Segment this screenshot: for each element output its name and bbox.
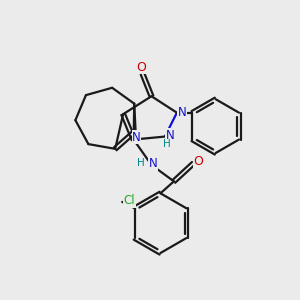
Text: Cl: Cl [123,194,135,207]
Text: H: H [163,139,170,149]
Text: N: N [178,106,187,119]
Text: O: O [136,61,146,74]
Text: N: N [166,129,175,142]
Text: N: N [148,157,158,170]
Text: N: N [132,131,141,144]
Text: H: H [137,158,145,168]
Text: O: O [194,154,204,167]
